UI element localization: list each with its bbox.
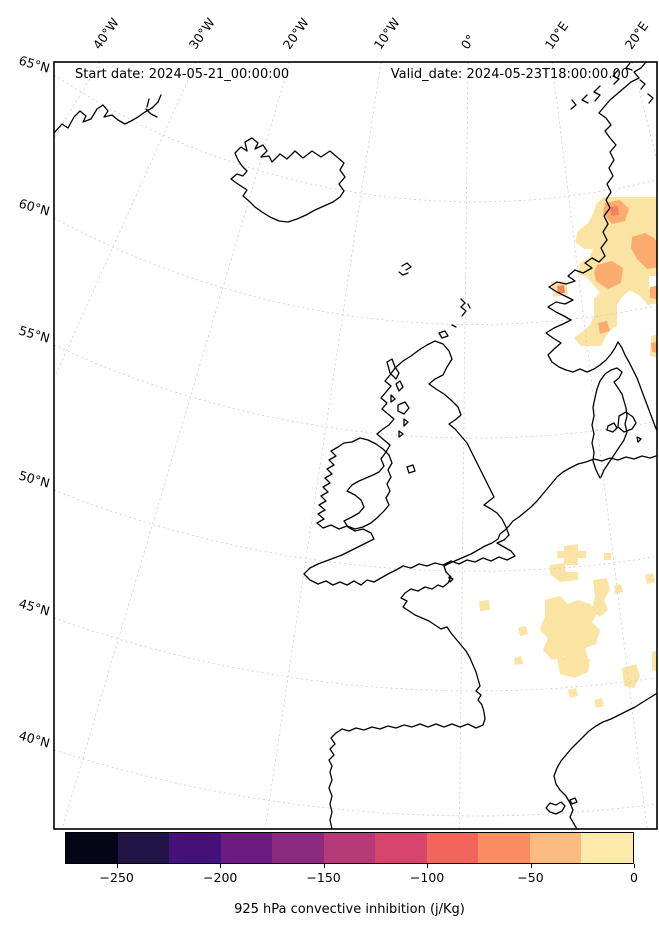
coastlines [54, 62, 657, 829]
colorbar-tick-mark [323, 864, 325, 868]
cin-patch [652, 650, 657, 672]
cin-patch [568, 688, 578, 698]
cin-patch [594, 698, 604, 708]
colorbar-segment [169, 833, 221, 863]
cin-patch [604, 553, 611, 560]
colorbar-tick-mark [220, 864, 222, 868]
colorbar-tick-mark [116, 864, 118, 868]
cin-patch [540, 596, 600, 662]
colorbar-segment [478, 833, 530, 863]
cin-data-patches [479, 197, 657, 708]
colorbar-segment [272, 833, 324, 863]
cin-patch [645, 573, 655, 584]
cin-patch [594, 261, 623, 289]
colorbar-segment [117, 833, 170, 863]
colorbar-segment [581, 833, 634, 863]
colorbar-tick-label: −50 [517, 870, 544, 885]
cin-patch [598, 321, 610, 334]
colorbar [65, 832, 634, 864]
cin-patch [650, 285, 657, 300]
colorbar-segment [529, 833, 582, 863]
cin-patch [610, 206, 619, 216]
colorbar-segment [426, 833, 479, 863]
colorbar-segment [66, 833, 118, 863]
cin-patch [479, 600, 490, 611]
colorbar-tick-label: −100 [409, 870, 445, 885]
colorbar-segment [323, 833, 376, 863]
cin-patch [550, 563, 578, 582]
cin-patch [518, 626, 528, 636]
colorbar-segment [220, 833, 273, 863]
colorbar-tick-mark [427, 864, 429, 868]
colorbar-title: 925 hPa convective inhibition (j/Kg) [234, 902, 465, 917]
cin-patch [631, 233, 657, 269]
start-date-label: Start date: 2024-05-21_00:00:00 [75, 67, 290, 82]
map-border [53, 61, 658, 830]
valid-date-label: Valid_date: 2024-05-23T18:00:00.00 [390, 67, 629, 82]
cin-patch [557, 654, 590, 678]
colorbar-tick-label: −150 [306, 870, 341, 885]
colorbar-tick-label: −250 [99, 870, 134, 885]
colorbar-tick-mark [530, 864, 532, 868]
colorbar-tick-mark [634, 864, 635, 868]
cin-patch [557, 285, 565, 293]
colorbar-tick-label: −200 [203, 870, 238, 885]
cin-patch [514, 656, 523, 665]
cin-patch [592, 578, 610, 617]
colorbar-segment [375, 833, 427, 863]
cin-patch [651, 341, 657, 353]
cin-patch [557, 544, 586, 565]
colorbar-tick-label: 0 [630, 870, 638, 885]
cin-patch [614, 584, 623, 594]
